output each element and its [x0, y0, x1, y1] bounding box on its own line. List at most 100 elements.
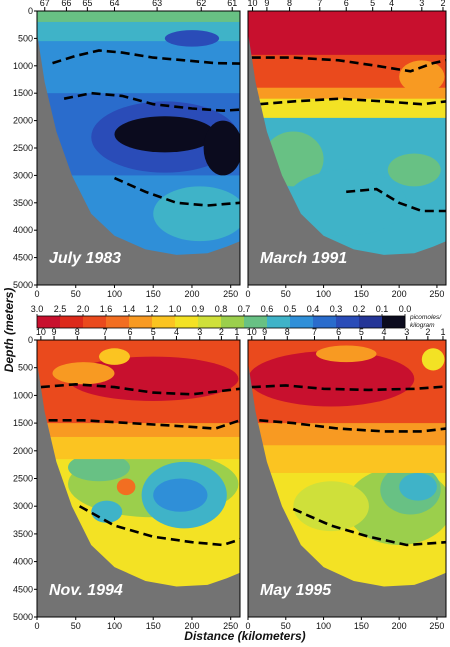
colorbar-label: 0.9 — [192, 304, 205, 314]
color-blob — [52, 362, 115, 385]
color-blob — [153, 478, 208, 512]
station-label: 8 — [75, 327, 80, 337]
color-blob — [316, 345, 377, 363]
y-tick-label: 5000 — [13, 280, 33, 290]
color-blob — [114, 116, 216, 153]
station-label: 61 — [227, 0, 237, 8]
station-label: 5 — [151, 327, 156, 337]
colorbar-label: 0.0 — [399, 304, 412, 314]
x-tick-label: 200 — [392, 621, 407, 631]
seafloor — [248, 362, 446, 617]
x-tick-label: 250 — [429, 289, 444, 299]
y-tick-label: 4000 — [13, 225, 33, 235]
station-label: 2 — [425, 327, 430, 337]
colorbar-swatch — [129, 316, 153, 328]
station-label: 6 — [336, 327, 341, 337]
y-tick-label: 2000 — [13, 116, 33, 126]
colorbar-label: 3.0 — [31, 304, 44, 314]
colorbar-swatch — [244, 316, 268, 328]
colorbar-label: 0.4 — [307, 304, 320, 314]
panel-title: May 1995 — [260, 582, 332, 599]
station-label: 5 — [370, 0, 375, 8]
station-label: 10 — [247, 327, 257, 337]
x-tick-label: 0 — [245, 621, 250, 631]
color-blob — [67, 453, 130, 482]
colorbar-label: 0.8 — [215, 304, 228, 314]
color-band — [248, 11, 446, 55]
panel-frame — [247, 339, 447, 618]
station-label: 1 — [234, 327, 239, 337]
colorbar-label: 0.6 — [261, 304, 274, 314]
isoline — [292, 507, 446, 547]
colorbar-swatch — [267, 316, 291, 328]
y-tick-label: 1500 — [13, 88, 33, 98]
station-label: 1 — [440, 327, 445, 337]
x-tick-label: 200 — [392, 289, 407, 299]
panel-title: Nov. 1994 — [49, 582, 123, 599]
station-label: 67 — [40, 0, 50, 8]
station-label: 7 — [317, 0, 322, 8]
x-tick-label: 50 — [71, 289, 81, 299]
x-tick-label: 100 — [107, 289, 122, 299]
x-tick-label: 0 — [34, 621, 39, 631]
x-tick-label: 150 — [354, 621, 369, 631]
colorbar-swatch — [60, 316, 84, 328]
station-label: 10 — [248, 0, 258, 8]
colorbar-unit: picomoles/ — [409, 314, 442, 321]
colorbar-swatch — [175, 316, 199, 328]
y-tick-label: 3000 — [13, 170, 33, 180]
colorbar-label: 0.2 — [353, 304, 366, 314]
panel-title: July 1983 — [49, 250, 121, 267]
x-tick-label: 100 — [107, 621, 122, 631]
x-tick-label: 50 — [281, 289, 291, 299]
y-tick-label: 1000 — [13, 390, 33, 400]
station-label: 4 — [174, 327, 179, 337]
station-label: 2 — [219, 327, 224, 337]
x-tick-label: 100 — [316, 621, 331, 631]
y-tick-label: 500 — [18, 33, 33, 43]
y-tick-label: 0 — [28, 6, 33, 16]
colorbar-label: 0.3 — [330, 304, 343, 314]
y-tick-label: 500 — [18, 363, 33, 373]
isoline — [259, 419, 446, 433]
x-tick-label: 0 — [34, 289, 39, 299]
seafloor — [37, 32, 240, 285]
isoline — [78, 505, 240, 547]
color-blob — [116, 478, 136, 496]
station-label: 3 — [404, 327, 409, 337]
colorbar-swatch — [313, 316, 337, 328]
x-tick-label: 200 — [184, 621, 199, 631]
isoline — [52, 49, 240, 65]
x-tick-label: 250 — [429, 621, 444, 631]
colorbar-label: 2.5 — [54, 304, 67, 314]
colorbar-label: 0.5 — [284, 304, 297, 314]
panel-frame — [247, 10, 447, 286]
y-tick-label: 3500 — [13, 198, 33, 208]
x-tick-label: 250 — [223, 621, 238, 631]
colorbar-swatch — [83, 316, 107, 328]
colorbar-swatch — [106, 316, 130, 328]
station-label: 10 — [36, 327, 46, 337]
colorbar-label: 1.4 — [123, 304, 136, 314]
y-axis-label: Depth (meters) — [2, 288, 16, 373]
isoline — [251, 56, 446, 73]
isoline — [48, 419, 240, 430]
x-axis-label: Distance (kilometers) — [184, 629, 305, 643]
station-label: 65 — [82, 0, 92, 8]
colorbar-swatch — [37, 316, 61, 328]
x-tick-label: 50 — [71, 621, 81, 631]
isoline — [40, 382, 240, 396]
y-tick-label: 4500 — [13, 584, 33, 594]
colorbar-label: 1.6 — [100, 304, 113, 314]
station-label: 4 — [389, 0, 394, 8]
panel: March 1991 10 9 8 7 6 5 4 3 2 0 50 100 150 200 250 — [245, 0, 447, 299]
color-blob — [164, 30, 220, 47]
colorbar-swatch — [290, 316, 314, 328]
x-tick-label: 50 — [281, 621, 291, 631]
colorbar-swatch — [382, 316, 406, 328]
y-tick-label: 1500 — [13, 418, 33, 428]
color-blob — [248, 351, 415, 407]
